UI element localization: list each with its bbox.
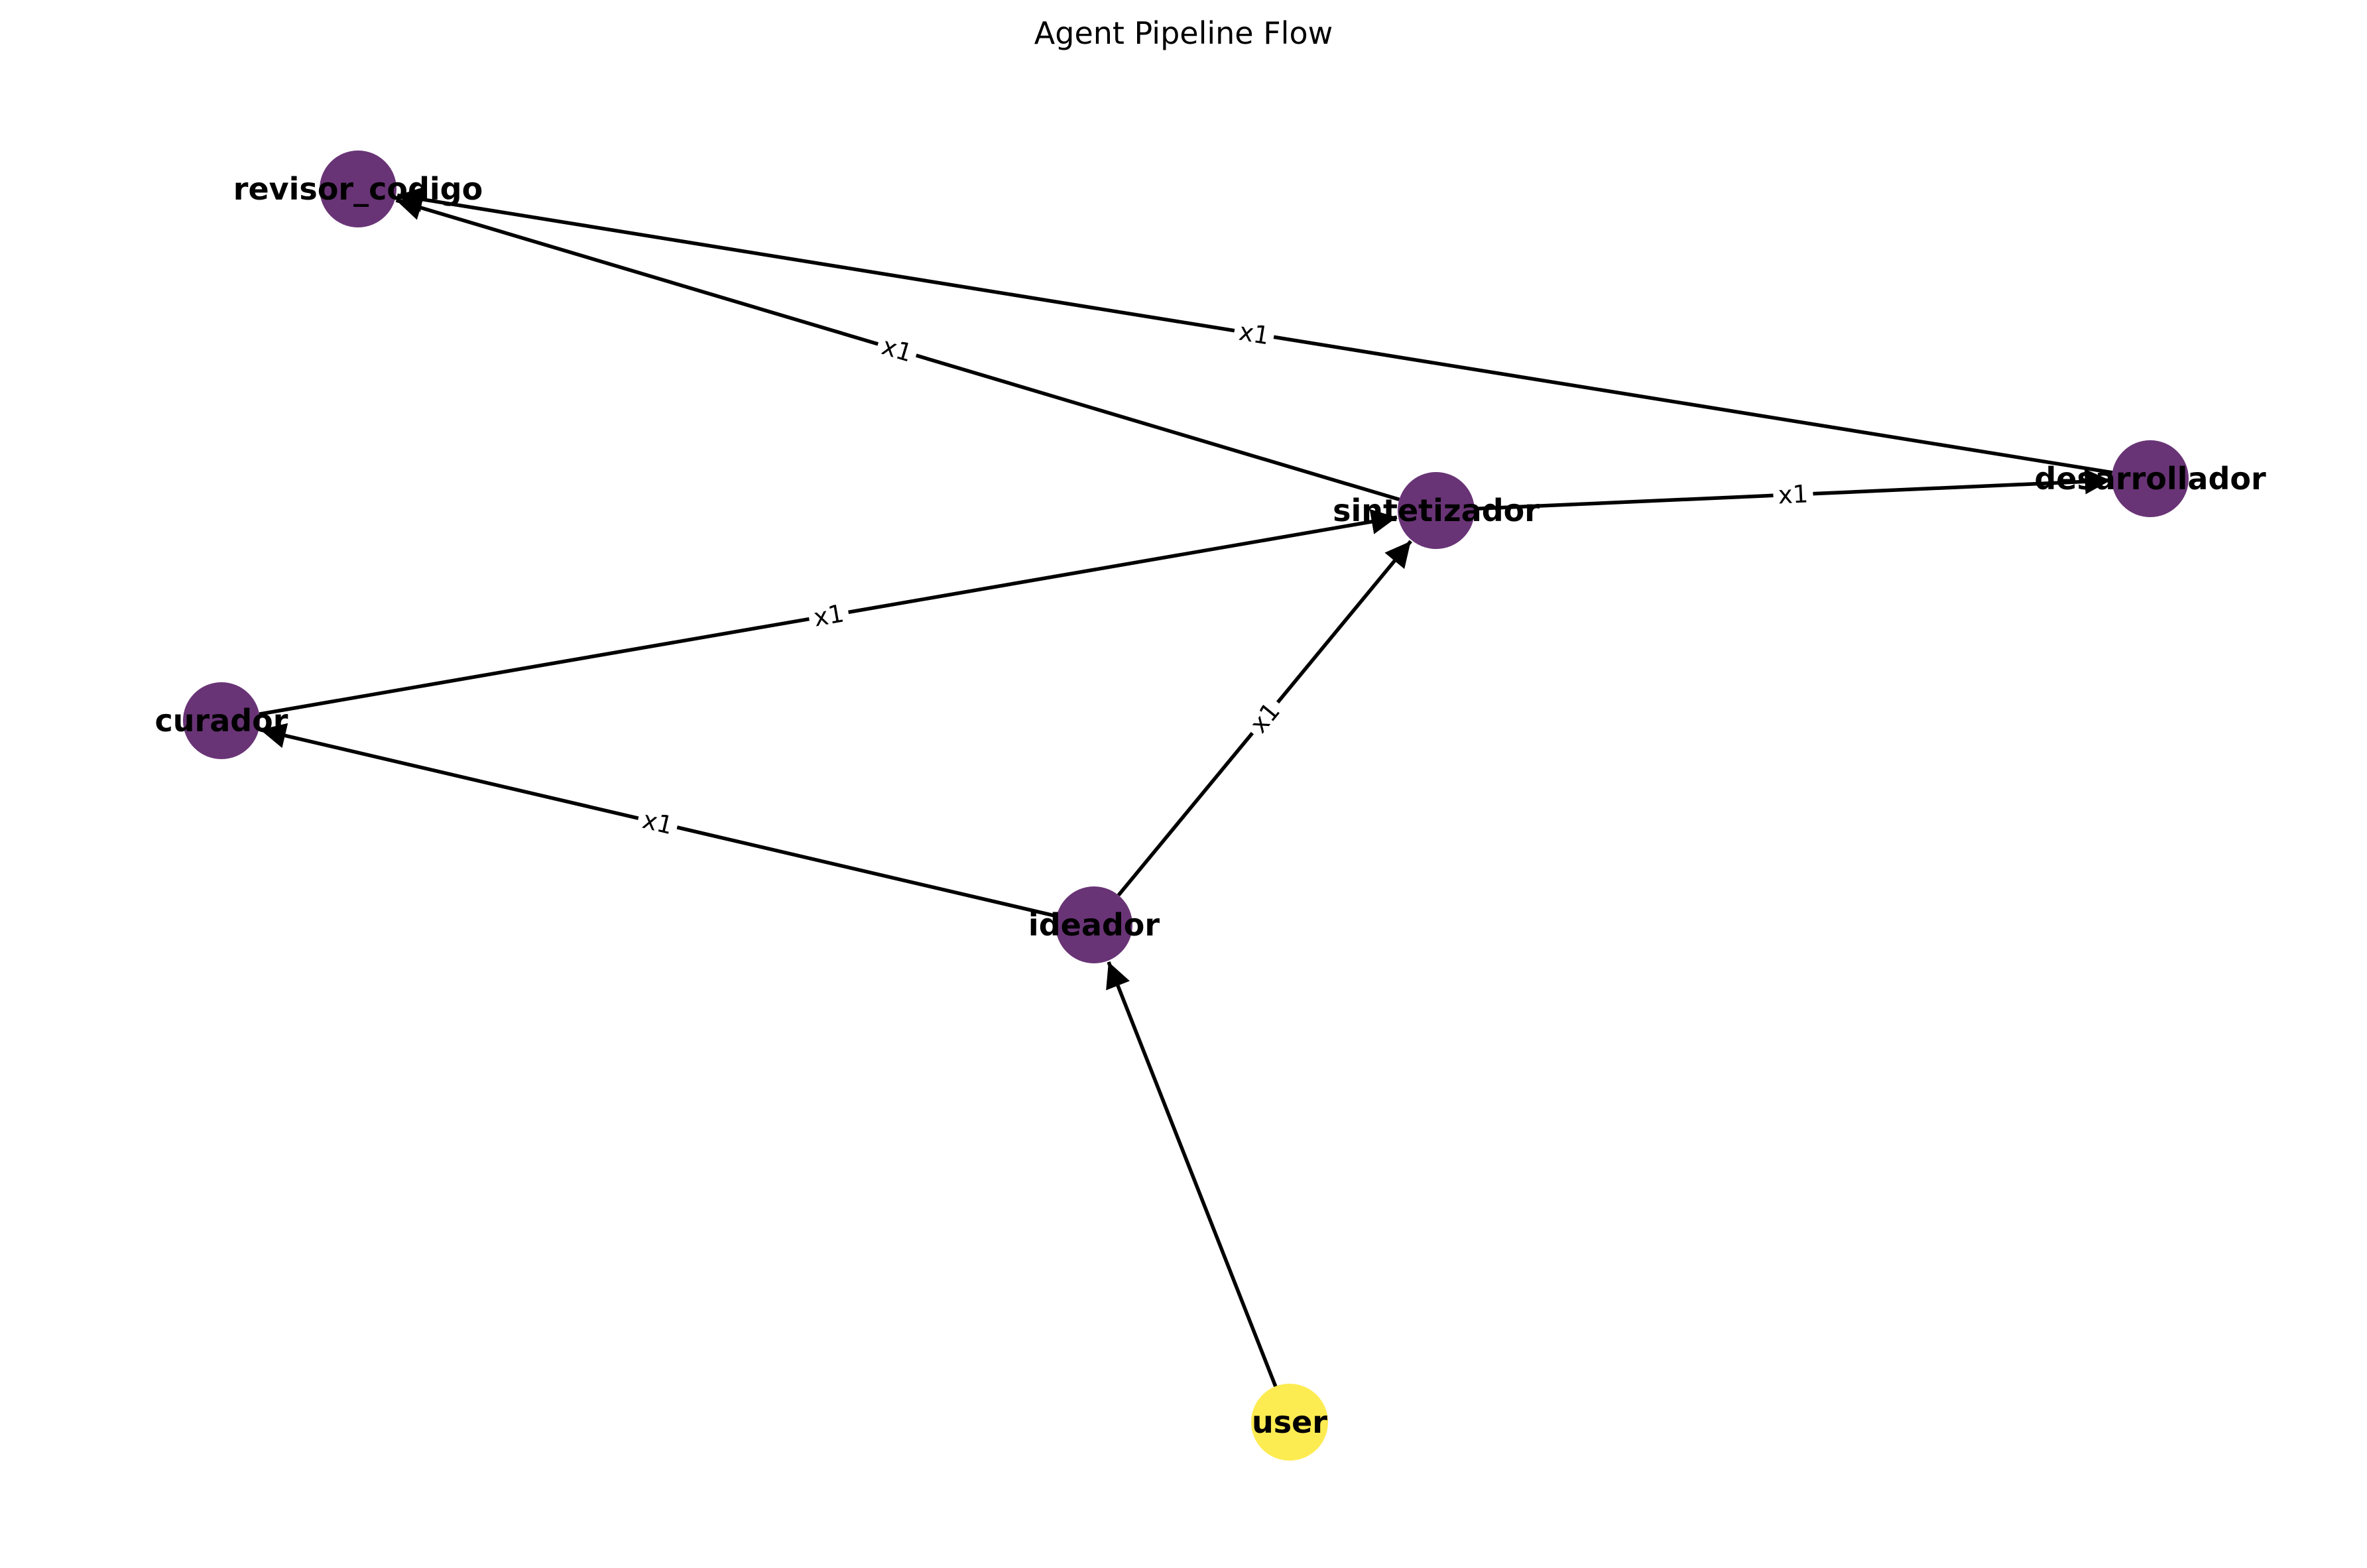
node-user	[1251, 1384, 1328, 1461]
edges-layer: x1 x1 x1 x1 x1 x1	[259, 186, 2113, 1388]
edge-label-background	[873, 328, 921, 370]
edge-label: x1	[1237, 318, 1272, 351]
nodes-layer	[183, 151, 2189, 1461]
edge-label-group: x1	[635, 802, 681, 842]
edge-label-group: x1	[806, 596, 851, 634]
node-curador	[183, 682, 260, 759]
edge-user-to-ideador	[1106, 961, 1278, 1388]
edge-label: x1	[1778, 480, 1809, 510]
edge-label-group: x1	[1772, 477, 1814, 511]
edge-label: x1	[812, 599, 846, 632]
edge-label: x1	[640, 806, 676, 840]
node-label-revisor_codigo: revisor_codigo	[233, 171, 483, 207]
node-ideador	[1056, 886, 1132, 963]
edge-label-group: x1	[1232, 315, 1276, 352]
node-label-user: user	[1252, 1404, 1327, 1440]
node-label-curador: curador	[155, 703, 288, 739]
node-desarrollador	[2112, 440, 2189, 517]
node-labels-layer: revisor_codigo sintetizador desarrollador c…	[155, 171, 2266, 1440]
node-label-desarrollador: desarrollador	[2034, 461, 2266, 497]
edge-label: x1	[1244, 697, 1286, 738]
node-sintetizador	[1398, 472, 1475, 549]
node-revisor_codigo	[320, 151, 396, 227]
edge-label-background	[635, 802, 681, 842]
node-label-sintetizador: sintetizador	[1333, 493, 1540, 528]
edge-label-background	[806, 596, 851, 634]
edge-label-background	[1772, 477, 1814, 511]
edge-label-group: x1	[873, 328, 921, 370]
edge-label-background	[1232, 315, 1276, 352]
node-label-ideador: ideador	[1028, 907, 1160, 943]
edge-label-background	[1240, 692, 1290, 743]
chart-title: Agent Pipeline Flow	[1034, 15, 1333, 51]
